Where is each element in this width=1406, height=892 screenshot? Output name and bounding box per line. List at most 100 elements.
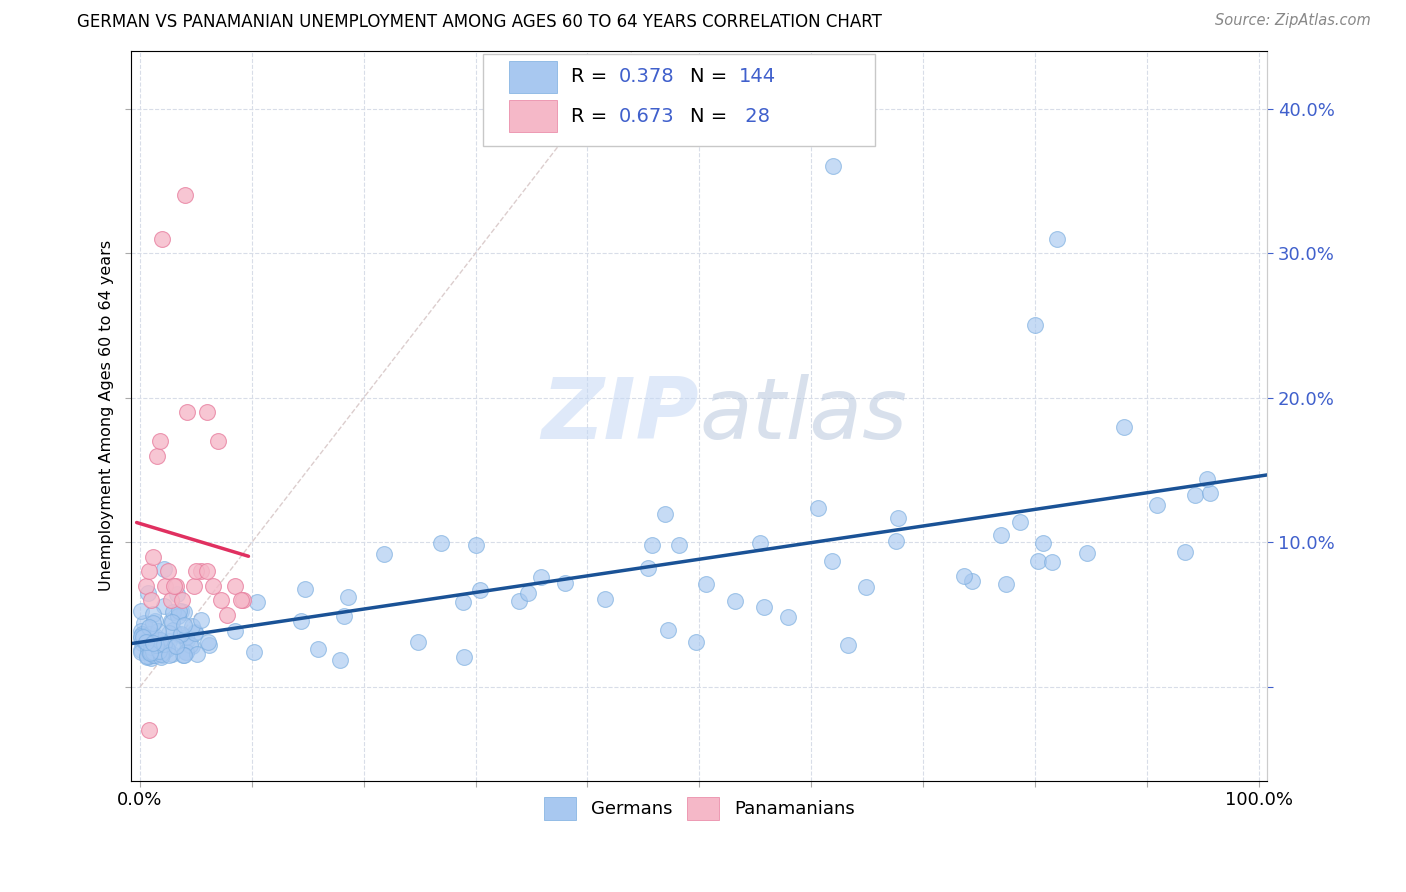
Point <box>1195 472 1218 486</box>
Point <box>153 562 176 576</box>
Point <box>186 647 208 661</box>
Point <box>1184 488 1206 502</box>
Point <box>129 642 152 657</box>
Point <box>135 635 157 649</box>
Point <box>152 645 174 659</box>
Point <box>668 538 690 552</box>
Point <box>821 553 844 567</box>
Point <box>195 405 218 419</box>
Point <box>554 576 576 591</box>
Point <box>807 500 830 515</box>
Point <box>149 434 172 449</box>
Point <box>143 648 166 663</box>
Point <box>142 636 165 650</box>
Point <box>142 648 165 662</box>
Text: 0.673: 0.673 <box>619 106 675 126</box>
Point <box>190 613 212 627</box>
Point <box>142 648 165 662</box>
Point <box>141 593 163 607</box>
Point <box>169 628 191 642</box>
Point <box>209 593 232 607</box>
Text: 144: 144 <box>740 67 776 86</box>
Point <box>887 511 910 525</box>
Point <box>1198 486 1220 500</box>
Point <box>138 620 160 634</box>
FancyBboxPatch shape <box>484 54 876 145</box>
Point <box>138 645 160 659</box>
Point <box>145 638 167 652</box>
Point <box>1076 546 1098 560</box>
FancyBboxPatch shape <box>509 100 557 132</box>
FancyBboxPatch shape <box>509 61 557 93</box>
Point <box>169 604 191 618</box>
Point <box>160 615 183 629</box>
Point <box>135 579 157 593</box>
Point <box>150 648 173 663</box>
Point <box>150 232 173 246</box>
Point <box>641 538 664 552</box>
Point <box>430 536 453 550</box>
Point <box>160 593 183 607</box>
Point <box>695 577 717 591</box>
Point <box>657 623 679 637</box>
Point <box>232 593 254 607</box>
Point <box>132 630 155 644</box>
Point <box>752 600 775 615</box>
Point <box>139 650 162 665</box>
Point <box>994 576 1017 591</box>
Point <box>329 653 352 667</box>
Point <box>1024 318 1046 333</box>
Point <box>129 624 152 638</box>
Legend: Germans, Panamanians: Germans, Panamanians <box>537 790 862 827</box>
Point <box>162 623 184 637</box>
Point <box>136 642 159 657</box>
Text: N =: N = <box>690 67 734 86</box>
Point <box>139 626 162 640</box>
Point <box>173 606 195 620</box>
Point <box>132 616 155 631</box>
Point <box>1046 232 1069 246</box>
Point <box>145 449 167 463</box>
Point <box>243 645 266 659</box>
Point <box>148 644 170 658</box>
Point <box>179 638 201 652</box>
Point <box>139 640 162 654</box>
Text: Source: ZipAtlas.com: Source: ZipAtlas.com <box>1215 13 1371 29</box>
Point <box>146 640 169 654</box>
Point <box>138 723 160 738</box>
Point <box>136 586 159 600</box>
Point <box>146 624 169 639</box>
Point <box>150 647 173 661</box>
Point <box>173 648 195 663</box>
Point <box>153 599 176 613</box>
Point <box>198 638 221 652</box>
Point <box>470 582 492 597</box>
Point <box>406 635 429 649</box>
Point <box>139 645 162 659</box>
Point <box>453 649 475 664</box>
Point <box>170 627 193 641</box>
Point <box>1026 554 1049 568</box>
Point <box>190 564 212 578</box>
Point <box>184 626 207 640</box>
Text: 0.378: 0.378 <box>619 67 675 86</box>
Point <box>197 634 219 648</box>
Point <box>162 579 184 593</box>
Point <box>160 639 183 653</box>
Point <box>183 579 205 593</box>
Point <box>778 610 800 624</box>
Point <box>132 633 155 648</box>
Point <box>170 604 193 618</box>
Point <box>184 564 207 578</box>
Point <box>1032 536 1054 550</box>
Point <box>157 648 180 662</box>
Point <box>129 645 152 659</box>
Point <box>173 188 195 202</box>
Point <box>530 570 553 584</box>
Point <box>884 533 907 548</box>
Point <box>162 647 184 661</box>
Point <box>142 607 165 621</box>
Text: atlas: atlas <box>699 375 907 458</box>
Point <box>157 626 180 640</box>
Point <box>176 645 198 659</box>
